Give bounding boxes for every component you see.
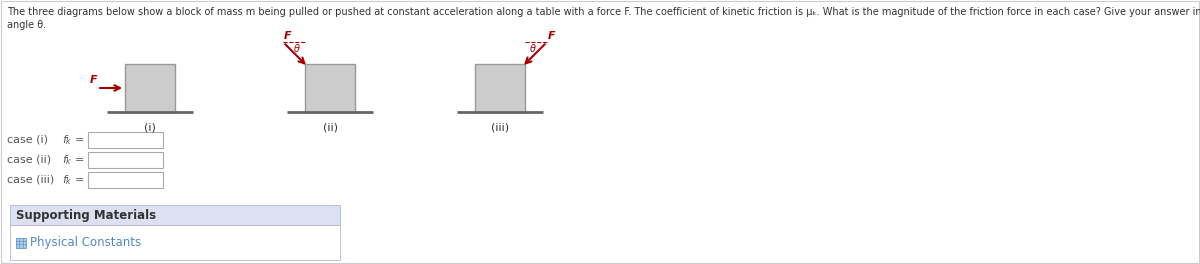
Text: $f_k$ =: $f_k$ =: [62, 173, 84, 187]
Text: F: F: [90, 75, 98, 85]
Text: $f_k$ =: $f_k$ =: [62, 133, 84, 147]
Bar: [16, 238, 26, 248]
Bar: [88, 172, 163, 188]
Text: Physical Constants: Physical Constants: [30, 236, 142, 249]
Text: (ii): (ii): [323, 122, 337, 132]
Text: case (iii): case (iii): [7, 175, 54, 185]
Text: The three diagrams below show a block of mass m being pulled or pushed at consta: The three diagrams below show a block of…: [7, 7, 1200, 17]
Text: θ: θ: [294, 44, 300, 54]
Text: (i): (i): [144, 122, 156, 132]
Text: F: F: [283, 31, 292, 41]
Bar: [305, 64, 355, 112]
Bar: [125, 64, 175, 112]
Text: case (i): case (i): [7, 135, 48, 145]
Bar: [88, 152, 163, 168]
Text: angle θ.: angle θ.: [7, 20, 46, 30]
Text: $f_k$ =: $f_k$ =: [62, 153, 84, 167]
Text: F: F: [548, 31, 556, 41]
Text: (iii): (iii): [491, 122, 509, 132]
Bar: [88, 132, 163, 148]
Text: Supporting Materials: Supporting Materials: [16, 209, 156, 221]
Bar: [10, 205, 340, 225]
Text: case (ii): case (ii): [7, 155, 52, 165]
Bar: [10, 225, 340, 260]
Bar: [475, 64, 526, 112]
Text: θ: θ: [529, 44, 535, 54]
